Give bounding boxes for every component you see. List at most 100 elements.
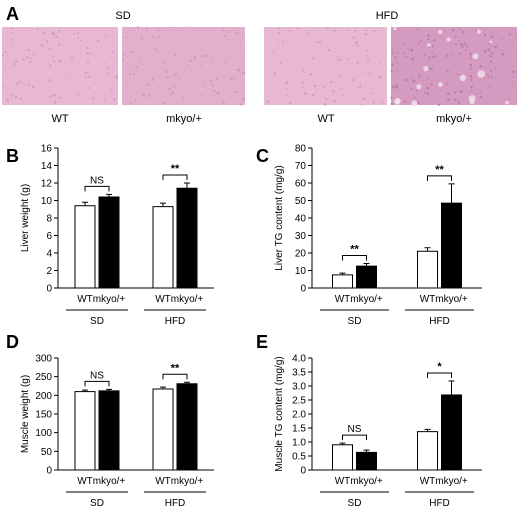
tissue-nucleus xyxy=(19,97,22,100)
tissue-nucleus xyxy=(396,61,399,64)
tissue-nucleus xyxy=(451,52,454,55)
category-label: mkyo/+ xyxy=(93,294,126,305)
tissue-nucleus xyxy=(189,71,192,73)
tissue-nucleus xyxy=(64,52,67,54)
tissue-nucleus xyxy=(351,82,354,84)
tissue-nucleus xyxy=(393,89,395,91)
category-label: WT xyxy=(77,476,93,487)
tissue-nucleus xyxy=(407,47,410,50)
group-label-hfd: HFD xyxy=(429,498,450,507)
tissue-nucleus xyxy=(77,32,80,34)
chart-panel-c: C 0 10 20 30 40 50 60 70 80 Liver TG content (mg/g… xyxy=(256,144,482,327)
tissue-nucleus xyxy=(79,48,81,50)
tissue-nucleus xyxy=(55,35,58,39)
tissue-nucleus xyxy=(484,50,487,53)
tissue-nucleus xyxy=(366,61,369,64)
tissue-nucleus xyxy=(307,42,309,44)
tissue-nucleus xyxy=(470,78,473,81)
tissue-nucleus xyxy=(15,82,19,86)
y-tick-label: 3.0 xyxy=(292,382,306,393)
tissue-nucleus xyxy=(216,56,218,59)
tissue-nucleus xyxy=(316,40,318,43)
tissue-nucleus xyxy=(470,90,473,92)
tissue-nucleus xyxy=(222,29,225,32)
tissue-nucleus xyxy=(90,53,93,56)
tissue-nucleus xyxy=(173,85,176,88)
tissue-nucleus xyxy=(359,82,361,84)
tissue-nucleus xyxy=(126,56,129,58)
y-tick-label: 100 xyxy=(35,428,52,439)
tissue-nucleus xyxy=(115,61,118,63)
panel-letter-a: A xyxy=(6,4,19,24)
tissue-nucleus xyxy=(322,85,325,89)
tissue-nucleus xyxy=(288,101,292,105)
tissue-nucleus xyxy=(105,34,108,37)
y-tick-label: 0.5 xyxy=(292,452,306,463)
tissue-nucleus xyxy=(238,33,241,35)
y-tick-label: 6 xyxy=(46,231,52,242)
tissue-nucleus xyxy=(390,69,393,72)
tissue-nucleus xyxy=(494,67,497,70)
tissue-nucleus xyxy=(397,52,399,54)
tissue-nucleus xyxy=(242,97,246,101)
tissue-nucleus xyxy=(321,59,324,61)
tissue-nucleus xyxy=(501,53,504,56)
tissue-nucleus xyxy=(48,47,51,51)
tissue-nucleus xyxy=(103,99,106,102)
tissue-nucleus xyxy=(76,36,79,39)
tissue-nucleus xyxy=(58,59,61,63)
tissue-nucleus xyxy=(372,36,374,38)
tissue-nucleus xyxy=(406,30,409,33)
tissue-nucleus xyxy=(224,62,227,65)
tissue-nucleus xyxy=(457,101,460,103)
lipid-droplet xyxy=(416,84,422,90)
lipid-droplet xyxy=(459,74,466,82)
tissue-nucleus xyxy=(480,91,482,93)
tissue-nucleus xyxy=(278,32,281,34)
tissue-nucleus xyxy=(340,88,343,91)
tissue-nucleus xyxy=(336,58,339,60)
tissue-nucleus xyxy=(469,63,473,67)
category-label: WT xyxy=(420,294,436,305)
tissue-nucleus xyxy=(286,88,289,90)
tissue-nucleus xyxy=(469,52,472,56)
tissue-nucleus xyxy=(29,60,32,63)
tissue-nucleus xyxy=(466,45,469,48)
tissue-nucleus xyxy=(169,88,171,90)
tissue-nucleus xyxy=(39,28,41,30)
tissue-nucleus xyxy=(169,93,172,96)
tissue-nucleus xyxy=(435,55,437,57)
tissue-nucleus xyxy=(202,54,205,57)
panel-a: A SD HFD WT mkyo/+ WT mkyo/+ xyxy=(1,4,517,125)
y-tick-label: 50 xyxy=(295,196,307,207)
tissue-nucleus xyxy=(70,57,74,60)
tissue-nucleus xyxy=(222,101,225,104)
category-label: WT xyxy=(155,294,171,305)
tissue-nucleus xyxy=(327,48,331,52)
tissue-nucleus xyxy=(446,54,449,57)
tissue-nucleus xyxy=(14,60,18,63)
tissue-nucleus xyxy=(157,28,160,32)
tissue-nucleus xyxy=(424,91,427,94)
tissue-nucleus xyxy=(330,68,333,70)
y-tick-label: 200 xyxy=(35,391,52,402)
tissue-nucleus xyxy=(487,76,489,79)
tissue-nucleus xyxy=(303,92,307,95)
tissue-nucleus xyxy=(463,42,466,46)
tissue-nucleus xyxy=(403,52,405,55)
significance-bracket xyxy=(84,185,110,192)
tissue-nucleus xyxy=(217,70,220,72)
category-label: WT xyxy=(77,294,93,305)
tissue-nucleus xyxy=(173,75,176,77)
tissue-nucleus xyxy=(404,78,408,82)
bar-sd-wt xyxy=(332,444,353,471)
tissue-nucleus xyxy=(505,85,508,87)
tissue-nucleus xyxy=(57,31,60,33)
lipid-droplet xyxy=(438,29,443,35)
lipid-droplet xyxy=(446,37,451,42)
tissue-nucleus xyxy=(14,95,18,99)
tissue-nucleus xyxy=(18,81,22,84)
tissue-nucleus xyxy=(432,55,436,59)
tissue-nucleus xyxy=(395,83,398,87)
